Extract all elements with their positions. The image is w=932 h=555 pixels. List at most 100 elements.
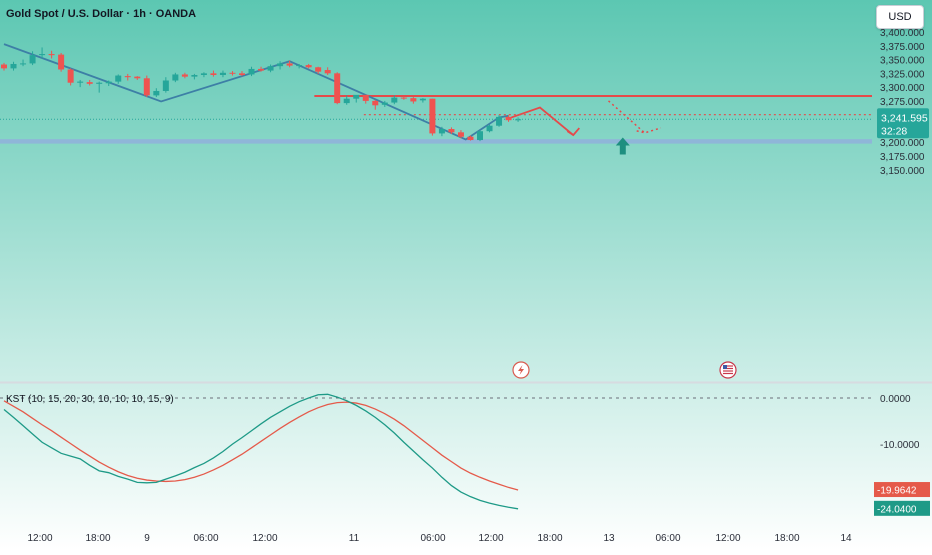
candle-body[interactable]	[324, 70, 331, 74]
candle-body[interactable]	[277, 63, 284, 67]
candle-body[interactable]	[419, 98, 426, 101]
candle-body[interactable]	[372, 100, 379, 106]
time-tick-label: 9	[144, 533, 150, 544]
candle-body[interactable]	[400, 97, 407, 99]
candle-body[interactable]	[448, 129, 455, 133]
candle-body[interactable]	[248, 68, 255, 75]
candle-body[interactable]	[438, 129, 445, 134]
last-price-countdown: 32:28	[881, 125, 907, 137]
candle-body[interactable]	[286, 63, 293, 66]
candle-body[interactable]	[162, 80, 169, 91]
price-tick-label: 3,350.000	[880, 56, 925, 67]
candle-body[interactable]	[219, 72, 226, 75]
time-tick-label: 12:00	[715, 533, 740, 544]
candle-body[interactable]	[153, 90, 160, 96]
time-tick-label: 11	[349, 533, 360, 544]
projection-path-solid[interactable]	[511, 106, 574, 136]
candle-body[interactable]	[486, 125, 493, 132]
indicator-tick-label: 0.0000	[880, 394, 911, 405]
last-price-value: 3,241.595	[881, 112, 928, 124]
us-flag-canton	[723, 365, 727, 369]
candle-body[interactable]	[429, 98, 436, 134]
candle-body[interactable]	[115, 75, 122, 82]
indicator-label: KST (10, 15, 20, 30, 10, 10, 10, 15, 9)	[6, 394, 174, 405]
candle-body[interactable]	[29, 55, 36, 64]
candle-body[interactable]	[143, 78, 150, 96]
candle-body[interactable]	[239, 73, 245, 75]
time-tick-label: 12:00	[478, 533, 503, 544]
candle-body[interactable]	[305, 65, 312, 68]
candle-body[interactable]	[48, 54, 55, 56]
candle-body[interactable]	[210, 73, 217, 75]
candle-body[interactable]	[39, 54, 46, 56]
signal-line[interactable]	[3, 400, 519, 491]
candle-body[interactable]	[496, 116, 503, 126]
time-tick-label: 06:00	[420, 533, 445, 544]
candle-body[interactable]	[296, 65, 303, 67]
candle-body[interactable]	[515, 119, 522, 121]
indicator-tick-label: -10.0000	[880, 440, 920, 451]
candle-body[interactable]	[200, 73, 207, 75]
candle-body[interactable]	[467, 136, 474, 141]
candle-body[interactable]	[105, 81, 112, 84]
candle-body[interactable]	[67, 69, 74, 83]
kst-value: -24.0400	[877, 504, 917, 515]
kst-value-badge	[874, 500, 930, 516]
candle-body[interactable]	[343, 98, 350, 104]
candle-body[interactable]	[353, 94, 360, 99]
price-tick-label: 3,300.000	[880, 83, 925, 94]
signal-value-badge	[874, 482, 930, 498]
candle-body[interactable]	[96, 82, 103, 84]
candle-body[interactable]	[505, 116, 512, 121]
candle-body[interactable]	[258, 68, 265, 71]
candle-body[interactable]	[410, 98, 417, 102]
candle-body[interactable]	[134, 76, 141, 79]
time-tick-label: 06:00	[193, 533, 218, 544]
projection-arrowhead-dotted	[636, 130, 645, 134]
time-tick-label: 18:00	[85, 533, 110, 544]
candle-body[interactable]	[457, 132, 464, 137]
projection-arrowhead-solid	[566, 127, 580, 137]
candle-body[interactable]	[58, 54, 65, 70]
price-tick-label: 3,275.000	[880, 97, 925, 108]
last-price-badge	[877, 108, 929, 139]
candle-body[interactable]	[362, 94, 369, 101]
projection-path-dotted[interactable]	[608, 100, 662, 134]
candle-body[interactable]	[77, 81, 84, 83]
candle-body[interactable]	[381, 102, 388, 105]
candle-body[interactable]	[86, 82, 93, 84]
time-tick-label: 12:00	[252, 533, 277, 544]
price-tick-label: 3,375.000	[880, 42, 925, 53]
signal-value: -19.9642	[877, 486, 917, 497]
time-tick-label: 14	[840, 533, 852, 544]
candle-body[interactable]	[191, 74, 198, 77]
candle-body[interactable]	[172, 74, 179, 81]
candle-body[interactable]	[229, 72, 236, 74]
candle-body[interactable]	[181, 74, 188, 77]
candle-body[interactable]	[10, 63, 17, 69]
candle-body[interactable]	[315, 67, 322, 72]
time-tick-label: 12:00	[27, 533, 52, 544]
candle-body[interactable]	[267, 66, 274, 71]
time-tick-label: 06:00	[655, 533, 680, 544]
time-tick-label: 18:00	[537, 533, 562, 544]
candle-body[interactable]	[391, 97, 398, 103]
candle-body[interactable]	[334, 73, 341, 104]
currency-button[interactable]: USD	[876, 5, 924, 29]
price-tick-label: 3,175.000	[880, 152, 925, 163]
kst-line[interactable]	[3, 393, 519, 510]
chart-title: Gold Spot / U.S. Dollar · 1h · OANDA	[6, 8, 196, 20]
price-tick-label: 3,150.000	[880, 166, 925, 177]
us-flag-icon[interactable]	[719, 361, 737, 379]
candle-body[interactable]	[1, 64, 7, 69]
candle-body[interactable]	[124, 76, 131, 78]
up-arrow-icon[interactable]	[615, 137, 630, 155]
time-tick-label: 13	[603, 533, 615, 544]
price-tick-label: 3,325.000	[880, 69, 925, 80]
candle-body[interactable]	[20, 63, 27, 65]
candle-body[interactable]	[477, 131, 483, 141]
price-tick-label: 3,400.000	[880, 28, 925, 39]
